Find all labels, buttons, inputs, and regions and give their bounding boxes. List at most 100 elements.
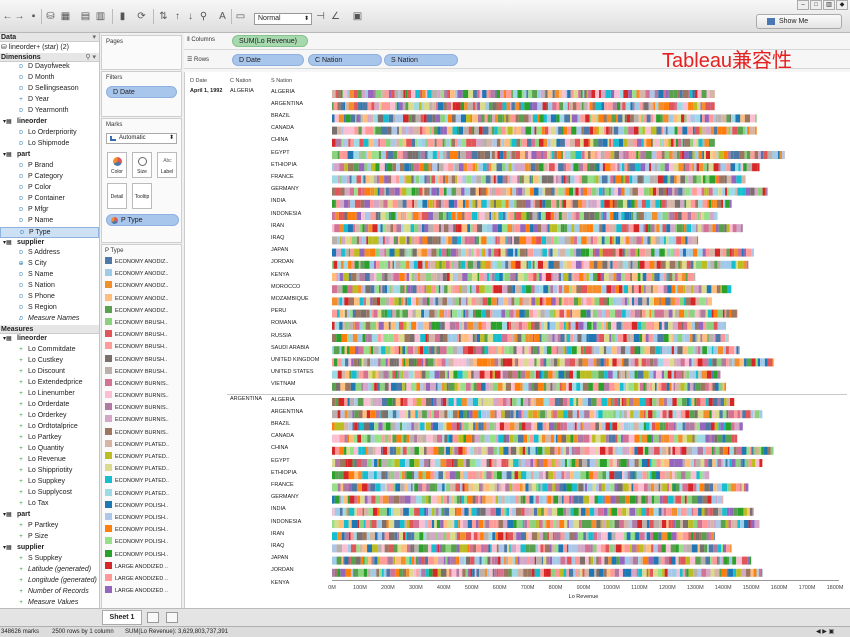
legend-item[interactable]: ECONOMY BURNIS.. (102, 402, 181, 414)
bar[interactable] (332, 151, 785, 159)
field-item[interactable]: + Number of Records (0, 587, 99, 598)
rows-shelf[interactable]: ☰ Rows D Date C Nation S Nation (184, 52, 850, 69)
forward-icon[interactable]: → (14, 11, 25, 22)
legend-item[interactable]: ECONOMY BRUSH.. (102, 329, 181, 341)
rows-pill-d-date[interactable]: D Date (232, 54, 304, 66)
legend-item[interactable]: LARGE ANODIZED .. (102, 561, 181, 573)
refresh-icon[interactable]: ⟳ (137, 11, 146, 22)
legend-item[interactable]: ECONOMY POLISH.. (102, 512, 181, 524)
highlight-icon[interactable]: ∠ (331, 11, 340, 22)
table-folder[interactable]: ▾▦ lineorder (0, 334, 99, 345)
swap-rows-columns-icon[interactable]: ⇅ (159, 11, 168, 22)
filter-pill-d-date[interactable]: D Date (106, 86, 177, 98)
bar[interactable] (332, 260, 749, 269)
legend-item[interactable]: ECONOMY ANODIZ.. (102, 293, 181, 305)
presentation-mode-icon[interactable]: ▣ (352, 11, 363, 22)
field-item[interactable]: + Latitude (generated) (0, 565, 99, 576)
show-me-button[interactable]: Show Me (756, 14, 842, 29)
legend-item[interactable]: ECONOMY BURNIS.. (102, 414, 181, 426)
group-icon[interactable]: ⚲ (199, 11, 208, 22)
table-folder[interactable]: ▾▦ supplier (0, 543, 99, 554)
legend-item[interactable]: ECONOMY POLISH.. (102, 500, 181, 512)
field-item[interactable]: + Measure Values (0, 598, 99, 609)
legend-item[interactable]: ECONOMY ANODIZ.. (102, 256, 181, 268)
bar[interactable] (332, 483, 749, 492)
field-item[interactable]: + Longitude (generated) (0, 576, 99, 587)
legend-item[interactable]: ECONOMY PLATED.. (102, 439, 181, 451)
legend-item[interactable]: ECONOMY PLATED.. (102, 463, 181, 475)
bar[interactable] (332, 358, 774, 367)
legend-item[interactable]: ECONOMY BURNIS.. (102, 390, 181, 402)
columns-shelf[interactable]: ⦀ Columns SUM(Lo Revenue) (184, 33, 850, 50)
new-datasource-icon[interactable]: ⛁ (46, 11, 55, 22)
legend-item[interactable]: ECONOMY PLATED.. (102, 488, 181, 500)
field-item[interactable]: + Lo Extendedprice (0, 378, 99, 389)
field-item[interactable]: + Lo Discount (0, 367, 99, 378)
datasource-item[interactable]: ⛁ lineorder+ (star) (2) (0, 42, 99, 53)
legend-item[interactable]: ECONOMY BRUSH.. (102, 317, 181, 329)
bar[interactable] (332, 544, 732, 553)
field-item[interactable]: + Lo Revenue (0, 455, 99, 466)
rows-pill-c-nation[interactable]: C Nation (308, 54, 382, 66)
legend-item[interactable]: LARGE ANODIZED .. (102, 573, 181, 585)
duplicate-sheet-icon[interactable]: ▤ (80, 11, 91, 22)
legend-item[interactable]: ECONOMY BURNIS.. (102, 427, 181, 439)
bar[interactable] (332, 346, 740, 355)
field-item[interactable]: D Lo Shipmode (0, 139, 99, 150)
rows-pill-s-nation[interactable]: S Nation (384, 54, 458, 66)
bar[interactable] (332, 212, 718, 220)
bar[interactable] (332, 102, 715, 111)
bar[interactable] (332, 297, 713, 306)
field-item[interactable]: + D Year (0, 95, 99, 106)
bar[interactable] (332, 224, 743, 233)
back-icon[interactable]: ← (2, 11, 13, 22)
field-item[interactable]: + Lo Ordtotalprice (0, 422, 99, 433)
filters-card[interactable]: Filters D Date (101, 71, 182, 117)
field-item[interactable]: + Lo Custkey (0, 356, 99, 367)
table-folder[interactable]: ▾▦ lineorder (0, 117, 99, 128)
bar[interactable] (332, 495, 724, 504)
bar[interactable] (332, 370, 721, 379)
bar[interactable] (332, 163, 760, 172)
restore-icon[interactable]: □ (810, 0, 822, 10)
field-item[interactable]: + Lo Quantity (0, 444, 99, 455)
bar[interactable] (332, 507, 754, 516)
search-icon[interactable]: ⚲ ▾ (85, 54, 96, 61)
field-item[interactable]: + Lo Suppkey (0, 477, 99, 488)
field-item[interactable]: + Lo Commitdate (0, 345, 99, 356)
pause-updates-icon[interactable]: ▮ (119, 11, 126, 22)
field-item[interactable]: + Lo Orderdate (0, 400, 99, 411)
bar[interactable] (332, 446, 774, 455)
bar[interactable] (332, 434, 738, 443)
legend-item[interactable]: ECONOMY ANODIZ.. (102, 305, 181, 317)
color-button[interactable]: Color (107, 152, 127, 178)
bar[interactable] (332, 126, 757, 135)
bar[interactable] (332, 199, 732, 208)
fit-icon[interactable]: ▭ (235, 11, 246, 22)
field-item[interactable]: + Lo Partkey (0, 433, 99, 444)
legend-item[interactable]: ECONOMY POLISH.. (102, 536, 181, 548)
bar[interactable] (332, 520, 760, 528)
bar[interactable] (332, 236, 699, 245)
field-item[interactable]: + P Partkey (0, 521, 99, 532)
pane-menu-icon[interactable]: ▾ (92, 34, 96, 41)
field-item[interactable]: + S Suppkey (0, 554, 99, 565)
table-folder[interactable]: ▾▦ part (0, 510, 99, 521)
minimize-icon[interactable]: – (797, 0, 809, 10)
legend-item[interactable]: ECONOMY PLATED.. (102, 451, 181, 463)
legend-item[interactable]: ECONOMY BRUSH.. (102, 354, 181, 366)
layout-icon[interactable]: ▥ (823, 0, 835, 10)
help-icon[interactable]: ◆ (836, 0, 848, 10)
field-item[interactable]: D Lo Orderpriority (0, 128, 99, 139)
bar[interactable] (332, 175, 746, 184)
legend-item[interactable]: ECONOMY POLISH.. (102, 549, 181, 561)
